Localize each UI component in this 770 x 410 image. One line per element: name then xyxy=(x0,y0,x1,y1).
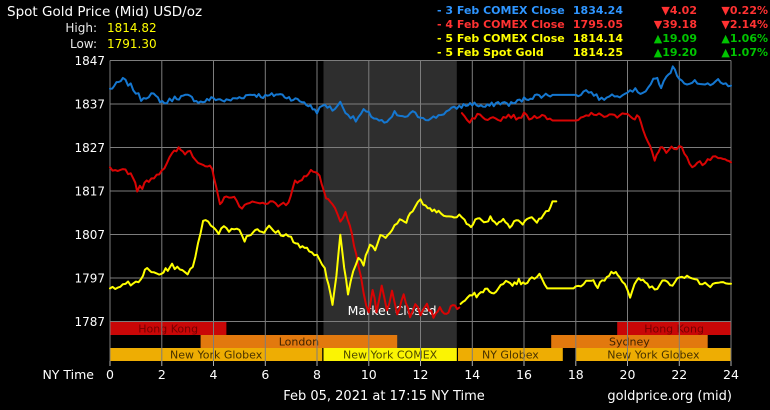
y-tick-label: 1837 xyxy=(74,98,105,112)
x-tick-label: 8 xyxy=(313,367,321,382)
series-line-red xyxy=(460,111,732,169)
session-bar xyxy=(575,348,732,361)
session-bar-label: Sydney xyxy=(609,336,650,349)
legend-pct: ▲1.07% xyxy=(721,46,768,59)
session-bar xyxy=(551,335,708,348)
session-bar xyxy=(110,348,323,361)
session-bar-label: Hong Kong xyxy=(644,323,704,336)
y-axis-labels: 1847 1837 1827 1817 1807 1797 1787 xyxy=(74,54,105,329)
x-tick-label: 14 xyxy=(464,367,480,382)
legend-change: ▼4.02 xyxy=(661,4,697,17)
legend-label: - 3 Feb COMEX Close xyxy=(437,4,565,17)
high-value: 1814.82 xyxy=(107,21,157,35)
series-line-red xyxy=(109,146,461,319)
legend-pct: ▲1.06% xyxy=(721,32,768,45)
y-tick-label: 1847 xyxy=(74,54,105,68)
session-bar-label: Hong Kong xyxy=(138,323,198,336)
session-bar-label: London xyxy=(279,336,319,349)
series-line-blue xyxy=(109,65,732,124)
low-label: Low: xyxy=(69,37,97,51)
legend-change: ▲19.20 xyxy=(653,46,697,59)
legend-label: - 5 Feb COMEX Close xyxy=(437,32,565,45)
chart-timestamp: Feb 05, 2021 at 17:15 NY Time xyxy=(283,389,485,404)
session-bar-label: NY Globex xyxy=(482,349,539,362)
legend-row[interactable]: - 4 Feb COMEX Close 1795.05 ▼39.18 ▼2.14% xyxy=(437,18,768,32)
x-tick-label: 10 xyxy=(361,367,377,382)
x-tick-label: 22 xyxy=(671,367,687,382)
x-tick-label: 6 xyxy=(261,367,269,382)
x-tick-label: 4 xyxy=(210,367,218,382)
session-bar xyxy=(200,335,398,348)
legend-value: 1834.24 xyxy=(572,4,623,17)
x-tick-label: 16 xyxy=(516,367,532,382)
legend-value: 1814.25 xyxy=(572,46,623,59)
low-value: 1791.30 xyxy=(107,37,157,51)
session-bar-label: New York Globex xyxy=(607,349,700,362)
x-tick-label: 18 xyxy=(568,367,584,382)
legend-pct: ▼0.22% xyxy=(721,4,768,17)
series-line-yellow xyxy=(109,198,558,306)
y-tick-label: 1787 xyxy=(74,315,105,329)
legend-pct: ▼2.14% xyxy=(721,18,768,31)
legend: - 3 Feb COMEX Close 1834.24 ▼4.02 ▼0.22% - 4… xyxy=(437,4,768,60)
legend-row[interactable]: - 5 Feb COMEX Close 1814.14 ▲19.09 ▲1.06% xyxy=(437,32,768,46)
legend-change: ▼39.18 xyxy=(653,18,697,31)
legend-value: 1814.14 xyxy=(572,32,623,45)
legend-label: - 4 Feb COMEX Close xyxy=(437,18,565,31)
session-bar xyxy=(458,348,563,361)
x-tick-label: 0 xyxy=(106,367,114,382)
x-axis-labels: 0 2 4 6 8 10 12 14 16 18 20 22 24 xyxy=(106,367,739,382)
session-bar-label: New York COMEX xyxy=(343,349,438,362)
gridlines xyxy=(109,60,732,366)
y-tick-label: 1827 xyxy=(74,141,105,155)
source-link[interactable]: goldprice.org (mid) xyxy=(607,389,732,404)
y-tick-label: 1817 xyxy=(74,185,105,199)
legend-row[interactable]: - 3 Feb COMEX Close 1834.24 ▼4.02 ▼0.22% xyxy=(437,4,768,18)
series-line-yellow xyxy=(459,270,732,305)
legend-label: - 5 Feb Spot Gold xyxy=(437,46,544,59)
legend-change: ▲19.09 xyxy=(653,32,697,45)
legend-value: 1795.05 xyxy=(572,18,623,31)
session-bar xyxy=(617,322,731,335)
y-tick-label: 1797 xyxy=(74,272,105,286)
session-bar xyxy=(323,348,457,361)
legend-row[interactable]: - 5 Feb Spot Gold 1814.25 ▲19.20 ▲1.07% xyxy=(437,46,768,60)
x-tick-label: 24 xyxy=(723,367,739,382)
x-tick-label: 12 xyxy=(413,367,429,382)
session-bar xyxy=(110,322,227,335)
x-tick-label: 2 xyxy=(158,367,166,382)
high-label: High: xyxy=(65,21,97,35)
page-title: Spot Gold Price (Mid) USD/oz xyxy=(7,4,203,20)
session-bar-label: New York Globex xyxy=(170,349,263,362)
x-tick-label: 20 xyxy=(620,367,636,382)
price-lines xyxy=(109,65,732,319)
y-tick-label: 1807 xyxy=(74,228,105,242)
x-axis-title: NY Time xyxy=(42,367,94,382)
